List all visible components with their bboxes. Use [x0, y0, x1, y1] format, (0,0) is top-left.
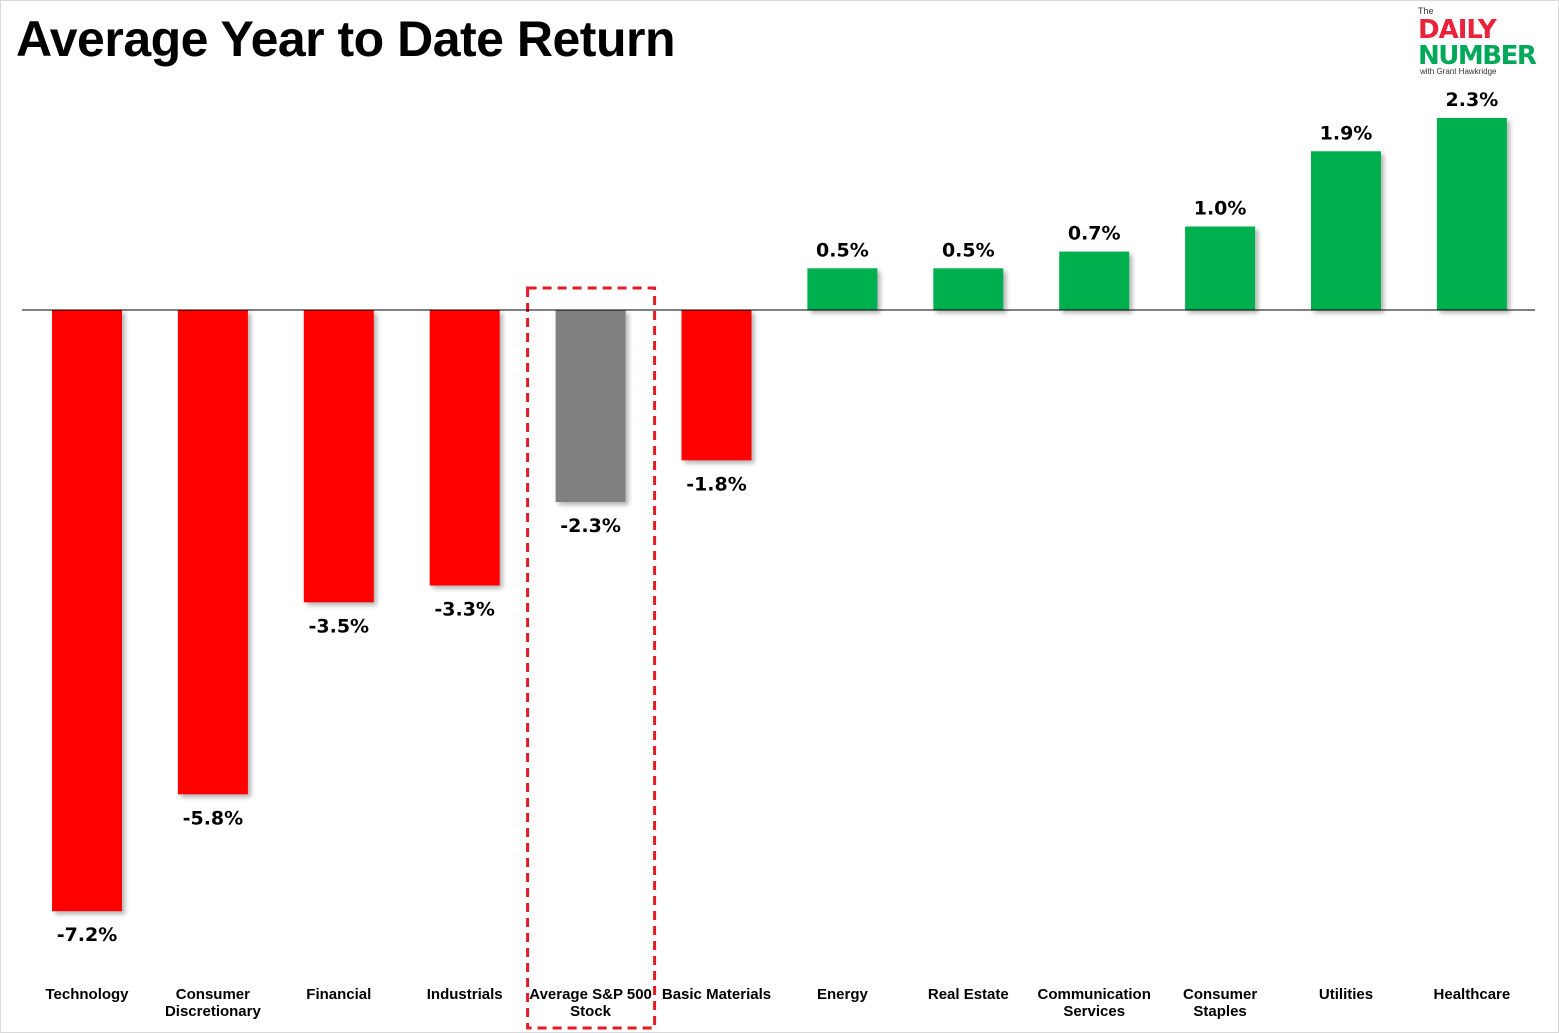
category-label-line: Consumer — [176, 986, 250, 1003]
category-label: Energy — [817, 986, 869, 1003]
category-label-line: Discretionary — [165, 1003, 262, 1020]
category-label: Communication Services — [1038, 986, 1151, 1020]
category-label-line: Financial — [306, 986, 371, 1003]
bars — [52, 118, 1507, 912]
category-label: Consumer Staples — [1183, 986, 1257, 1020]
bar-real-estate — [933, 268, 1004, 311]
category-label-line: Energy — [817, 986, 869, 1003]
value-label: 1.0% — [1194, 198, 1247, 220]
value-label: 1.9% — [1320, 122, 1373, 144]
bar-communication-services — [1059, 251, 1130, 310]
value-label: -3.5% — [309, 615, 370, 637]
bar-industrials — [429, 310, 500, 586]
bar-average-s-p-500-stock — [555, 310, 626, 502]
value-label: -5.8% — [183, 807, 244, 829]
category-label-line: Industrials — [427, 986, 503, 1003]
category-label-line: Staples — [1193, 1003, 1246, 1020]
category-label-line: Communication — [1038, 986, 1151, 1003]
bar-healthcare — [1436, 118, 1507, 310]
category-label: Average S&P 500 Stock — [529, 986, 652, 1020]
category-label: Industrials — [427, 986, 503, 1003]
value-label: -1.8% — [686, 473, 747, 495]
category-label-line: Technology — [45, 986, 129, 1003]
value-labels: -7.2% -5.8% -3.5% -3.3% -2.3% -1.8% 0.5% 0.5% 0.… — [57, 89, 1499, 946]
category-label: Basic Materials — [662, 986, 771, 1003]
category-label: Technology — [45, 986, 129, 1003]
category-label: Real Estate — [928, 986, 1009, 1003]
bar-technology — [52, 310, 122, 912]
category-label-line: Services — [1063, 1003, 1125, 1020]
chart-title: Average Year to Date Return — [16, 11, 676, 67]
daily-number-logo: The DAILY NUMBER with Grant Hawkridge — [1418, 6, 1538, 76]
value-label: 2.3% — [1446, 89, 1499, 111]
value-label: 0.7% — [1068, 223, 1121, 245]
bar-energy — [807, 268, 878, 311]
category-label-line: Consumer — [1183, 986, 1257, 1003]
value-label: 0.5% — [816, 239, 869, 261]
bar-consumer-discretionary — [177, 310, 248, 795]
value-label: -7.2% — [57, 924, 118, 946]
bar-utilities — [1311, 151, 1381, 310]
value-label: -2.3% — [560, 515, 621, 537]
category-label-line: Real Estate — [928, 986, 1009, 1003]
category-label: Healthcare — [1434, 986, 1511, 1003]
logo-daily-text: DAILY — [1418, 15, 1498, 45]
bar-basic-materials — [681, 310, 752, 461]
bar-consumer-staples — [1185, 226, 1256, 310]
category-label-line: Utilities — [1319, 986, 1373, 1003]
highlight-box — [526, 286, 657, 1030]
category-label-line: Basic Materials — [662, 986, 771, 1003]
category-label: Consumer Discretionary — [165, 986, 262, 1020]
category-label-line: Stock — [570, 1003, 612, 1020]
category-label-line: Average S&P 500 — [529, 986, 652, 1003]
logo-byline-text: with Grant Hawkridge — [1419, 67, 1497, 76]
logo-number-text: NUMBER — [1418, 41, 1537, 71]
value-label: 0.5% — [942, 239, 995, 261]
value-label: -3.3% — [434, 599, 495, 621]
category-label-line: Healthcare — [1434, 986, 1511, 1003]
category-label: Utilities — [1319, 986, 1373, 1003]
category-labels: Technology Consumer DiscretionaryFinancial… — [45, 986, 1510, 1020]
logo-the-text: The — [1418, 6, 1434, 16]
category-label: Financial — [306, 986, 371, 1003]
bar-financial — [303, 310, 374, 603]
